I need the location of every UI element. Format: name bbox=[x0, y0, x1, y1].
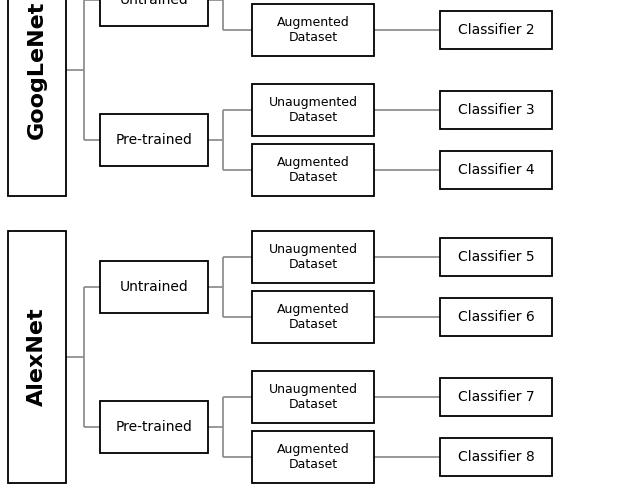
Text: Augmented
Dataset: Augmented Dataset bbox=[276, 303, 349, 331]
Bar bbox=[252, 144, 374, 196]
Text: Pre-trained: Pre-trained bbox=[116, 133, 193, 147]
Text: Untrained: Untrained bbox=[120, 280, 188, 294]
Text: Unaugmented
Dataset: Unaugmented Dataset bbox=[269, 243, 358, 271]
Bar bbox=[252, 431, 374, 483]
Bar bbox=[100, 0, 208, 26]
Bar bbox=[100, 261, 208, 313]
Text: Unaugmented
Dataset: Unaugmented Dataset bbox=[269, 96, 358, 124]
Text: AlexNet: AlexNet bbox=[27, 308, 47, 407]
Text: Augmented
Dataset: Augmented Dataset bbox=[276, 16, 349, 44]
Text: Classifier 8: Classifier 8 bbox=[458, 450, 534, 464]
Text: Augmented
Dataset: Augmented Dataset bbox=[276, 443, 349, 471]
Text: Unaugmented
Dataset: Unaugmented Dataset bbox=[269, 383, 358, 411]
Bar bbox=[100, 401, 208, 453]
Bar bbox=[440, 91, 552, 129]
Bar bbox=[252, 371, 374, 423]
Bar bbox=[8, 231, 66, 483]
Text: Untrained: Untrained bbox=[120, 0, 188, 7]
Bar bbox=[440, 298, 552, 336]
Bar bbox=[252, 84, 374, 136]
Text: GoogLeNet: GoogLeNet bbox=[27, 1, 47, 139]
Bar bbox=[440, 151, 552, 189]
Text: Classifier 3: Classifier 3 bbox=[458, 103, 534, 117]
Bar bbox=[252, 231, 374, 283]
Text: Classifier 7: Classifier 7 bbox=[458, 390, 534, 404]
Bar bbox=[252, 291, 374, 343]
Text: Classifier 2: Classifier 2 bbox=[458, 23, 534, 37]
Text: Classifier 6: Classifier 6 bbox=[458, 310, 534, 324]
Text: Classifier 4: Classifier 4 bbox=[458, 163, 534, 177]
Bar bbox=[440, 378, 552, 416]
Text: Classifier 5: Classifier 5 bbox=[458, 250, 534, 264]
Bar bbox=[252, 4, 374, 56]
Bar bbox=[8, 0, 66, 196]
Bar bbox=[100, 114, 208, 166]
Bar bbox=[440, 438, 552, 476]
Bar bbox=[440, 11, 552, 49]
Bar bbox=[440, 238, 552, 276]
Text: Pre-trained: Pre-trained bbox=[116, 420, 193, 434]
Text: Augmented
Dataset: Augmented Dataset bbox=[276, 156, 349, 184]
